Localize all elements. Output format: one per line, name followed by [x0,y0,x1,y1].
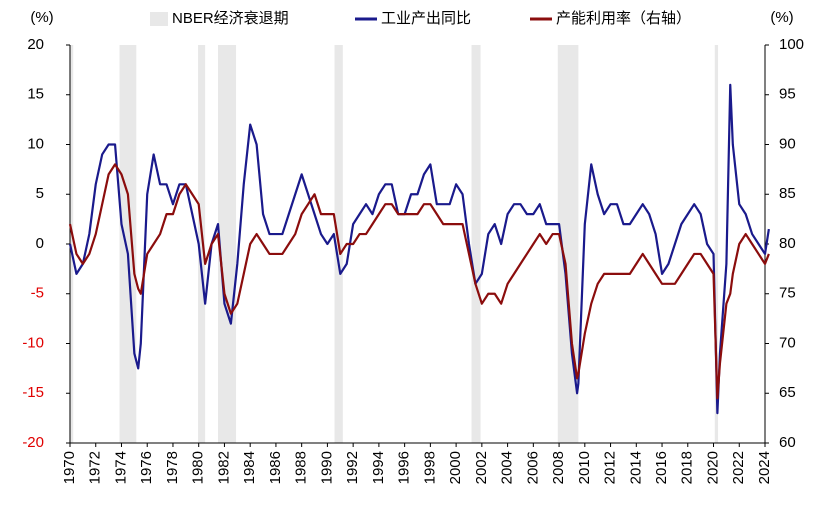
x-tick-label: 1994 [370,451,387,484]
x-tick-label: 2022 [730,451,747,484]
y-tick-label: -5 [31,285,44,302]
x-tick-label: 1992 [344,451,361,484]
x-tick-label: 2016 [653,451,670,484]
y2-tick-label: 85 [779,185,796,202]
x-tick-label: 2000 [447,451,464,484]
y2-tick-label: 90 [779,135,796,152]
y2-tick-label: 80 [779,235,796,252]
x-tick-label: 1998 [421,451,438,484]
x-tick-label: 2012 [602,451,619,484]
x-tick-label: 1984 [241,451,258,484]
recession-band [119,45,137,443]
legend-label: NBER经济衰退期 [172,10,289,27]
y2-tick-label: 70 [779,334,796,351]
legend-label: 工业产出同比 [381,10,471,27]
y2-tick-label: 75 [779,285,796,302]
legend-label: 产能利用率（右轴） [556,10,691,27]
y-tick-label: 15 [27,86,44,103]
x-tick-label: 1980 [190,451,207,484]
recession-band [471,45,481,443]
recession-band [198,45,206,443]
y-tick-label: 5 [36,185,44,202]
recession-band [218,45,237,443]
recession-band [714,45,719,443]
y-tick-label: 20 [27,36,44,53]
x-tick-label: 2002 [473,451,490,484]
y2-tick-label: 100 [779,36,804,53]
y2-tick-label: 65 [779,384,796,401]
x-tick-label: 2004 [499,451,516,484]
x-tick-label: 1996 [396,451,413,484]
series-line [68,83,770,415]
y2-axis-label: (%) [770,9,793,26]
series-line [68,163,770,400]
x-tick-label: 2018 [679,451,696,484]
x-tick-label: 1972 [87,451,104,484]
x-tick-label: 1974 [112,451,129,484]
x-tick-label: 2008 [550,451,567,484]
x-tick-label: 1978 [164,451,181,484]
y2-tick-label: 95 [779,86,796,103]
x-tick-label: 1970 [61,451,78,484]
y-axis-label: (%) [30,9,53,26]
x-tick-label: 1990 [318,451,335,484]
x-tick-label: 1986 [267,451,284,484]
y-tick-label: 0 [36,235,44,252]
x-tick-label: 2010 [576,451,593,484]
y-tick-label: -20 [22,434,44,451]
y-tick-label: -10 [22,334,44,351]
x-tick-label: 2006 [524,451,541,484]
recession-band [69,45,74,443]
y2-tick-label: 60 [779,434,796,451]
x-tick-label: 2014 [627,451,644,484]
x-tick-label: 1976 [138,451,155,484]
recession-band [557,45,579,443]
x-tick-label: 1988 [293,451,310,484]
x-tick-label: 2024 [756,451,773,484]
y-tick-label: 10 [27,135,44,152]
y-tick-label: -15 [22,384,44,401]
legend-swatch [150,12,168,26]
x-tick-label: 2020 [704,451,721,484]
x-tick-label: 1982 [215,451,232,484]
